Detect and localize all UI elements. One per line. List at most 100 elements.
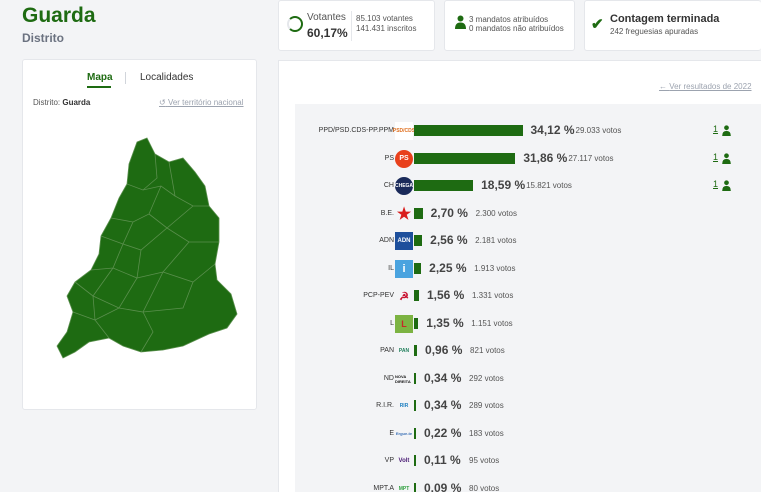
party-row: R.I.R. RIR 0,34 % 289 votos: [295, 396, 761, 416]
party-logo-icon: NOVA DIREITA: [395, 373, 411, 384]
party-logo-icon: L: [395, 314, 413, 333]
municipality-borders: [72, 153, 219, 353]
party-votes: 1.151 votos: [471, 318, 513, 328]
party-percent: 2,25 %: [429, 260, 467, 275]
party-row: ADN ADN 2,56 % 2.181 votos: [295, 231, 761, 251]
district-map[interactable]: [43, 132, 243, 362]
party-percent: 0,96 %: [425, 343, 463, 357]
person-icon: [722, 180, 731, 191]
votantes-card: Votantes 60,17% 85.103 votantes 141.431 …: [278, 0, 435, 51]
map-card: Mapa Localidades Distrito: Guarda ↺ Ver …: [22, 59, 257, 410]
party-name: VP: [384, 457, 394, 464]
turnout-ring-icon: [287, 16, 303, 32]
ver-territorio-nacional-link[interactable]: ↺ Ver território nacional: [159, 98, 244, 107]
party-name: L: [390, 319, 394, 327]
party-votes: 289 votos: [469, 401, 504, 410]
results-card: ← Ver resultados de 2022 PPD/PSD.CDS-PP.…: [278, 60, 761, 492]
page-title: Guarda: [22, 4, 96, 27]
party-votes: 1.331 votos: [471, 291, 514, 300]
party-percent: 31,86 %: [523, 150, 568, 165]
person-icon: [455, 15, 466, 29]
party-bar: [414, 455, 416, 466]
party-name: E: [389, 429, 394, 437]
party-percent: 0,22 %: [424, 425, 462, 440]
distrito-breadcrumb: Distrito: Guarda: [33, 98, 90, 107]
party-row: IL i 2,25 % 1.913 votos: [295, 259, 761, 279]
arrow-left-icon: ←: [659, 82, 667, 91]
page-subtitle: Distrito: [22, 31, 64, 45]
tab-mapa[interactable]: Mapa: [87, 72, 113, 83]
party-bar: [414, 125, 523, 136]
party-percent: 2,70 %: [430, 205, 468, 220]
mandatos-nao-atribuidos: 0 mandatos não atribuídos: [469, 24, 564, 33]
party-seats-link[interactable]: 1: [713, 124, 719, 134]
party-percent: 0,11 %: [424, 453, 461, 467]
votantes-count: 85.103 votantes: [356, 14, 413, 23]
party-logo-icon: ☭: [399, 290, 409, 303]
party-logo-icon: Volt: [398, 458, 410, 464]
party-name: PPD/PSD.CDS-PP.PPM: [318, 127, 394, 134]
district-map-shapes[interactable]: [56, 137, 238, 359]
party-bar: [414, 482, 416, 492]
party-bar: [414, 400, 416, 411]
party-logo-icon: PS: [395, 149, 413, 168]
party-percent: 18,59 %: [481, 178, 526, 192]
party-name: ADN: [379, 237, 394, 244]
party-percent: 0,09 %: [424, 480, 462, 492]
party-bar: [414, 180, 474, 191]
party-votes: 29.033 votos: [575, 126, 622, 135]
party-votes: 292 votos: [469, 373, 504, 383]
ver-territorio-nacional-label: Ver território nacional: [167, 98, 244, 107]
party-percent: 1,56 %: [426, 288, 465, 302]
party-row: L L 1,35 % 1.151 votos: [295, 314, 761, 334]
party-logo-icon: ADN: [395, 232, 413, 250]
check-icon: ✔: [591, 16, 604, 33]
party-seats-link[interactable]: 1: [713, 151, 719, 162]
party-votes: 1.913 votos: [474, 263, 516, 273]
contagem-card: ✔ Contagem terminada 242 freguesias apur…: [584, 0, 761, 51]
contagem-subtitle: 242 freguesias apuradas: [610, 27, 699, 36]
tab-localidades[interactable]: Localidades: [140, 72, 194, 83]
party-row: PAN PAN 0,96 % 821 votos: [295, 341, 761, 361]
results-list: PPD/PSD.CDS-PP.PPM PSD/CDS 34,12 % 29.033 v…: [295, 104, 761, 492]
party-seats-link[interactable]: 1: [713, 179, 719, 189]
divider: [351, 11, 352, 41]
ver-2022-link[interactable]: ← Ver resultados de 2022: [659, 82, 752, 91]
party-votes: 95 votos: [469, 456, 500, 465]
party-percent: 2,56 %: [430, 233, 468, 247]
party-name: PS: [384, 154, 394, 162]
votantes-percent: 60,17%: [307, 26, 348, 40]
party-percent: 0,34 %: [424, 370, 462, 385]
party-votes: 183 votos: [469, 428, 504, 438]
party-votes: 821 votos: [470, 346, 505, 355]
person-icon: [722, 152, 731, 164]
party-row: ND NOVA DIREITA 0,34 % 292 votos: [295, 369, 761, 389]
party-name: B.E.: [380, 209, 394, 217]
party-name: ND: [383, 374, 394, 382]
party-bar: [414, 372, 416, 384]
party-row: PCP-PEV ☭ 1,56 % 1.331 votos: [295, 286, 761, 306]
party-votes: 80 votos: [469, 483, 500, 492]
party-logo-icon: ★: [396, 205, 412, 223]
party-row: PS PS 31,86 % 27.117 votos 1: [295, 149, 761, 169]
party-logo-icon: Ergue-te: [395, 431, 413, 436]
party-bar: [414, 207, 423, 219]
party-name: CH: [383, 182, 394, 189]
party-percent: 0,34 %: [424, 398, 462, 412]
party-logo-icon: PAN: [398, 348, 410, 354]
party-name: PAN: [380, 347, 394, 354]
party-bar: [414, 235, 423, 246]
party-bar: [414, 427, 416, 439]
party-bar: [414, 345, 418, 356]
contagem-title: Contagem terminada: [610, 13, 720, 25]
party-name: MPT.A: [373, 484, 394, 492]
party-bar: [414, 317, 419, 329]
party-row: MPT.A MPT 0,09 % 80 votos: [295, 479, 761, 492]
ver-2022-label: Ver resultados de 2022: [669, 82, 752, 91]
party-bar: [414, 262, 422, 274]
party-name: IL: [388, 264, 394, 272]
party-votes: 15.821 votos: [526, 181, 572, 190]
tab-divider: [125, 72, 126, 84]
party-bar: [414, 290, 419, 301]
party-logo-icon: MPT: [398, 485, 410, 492]
